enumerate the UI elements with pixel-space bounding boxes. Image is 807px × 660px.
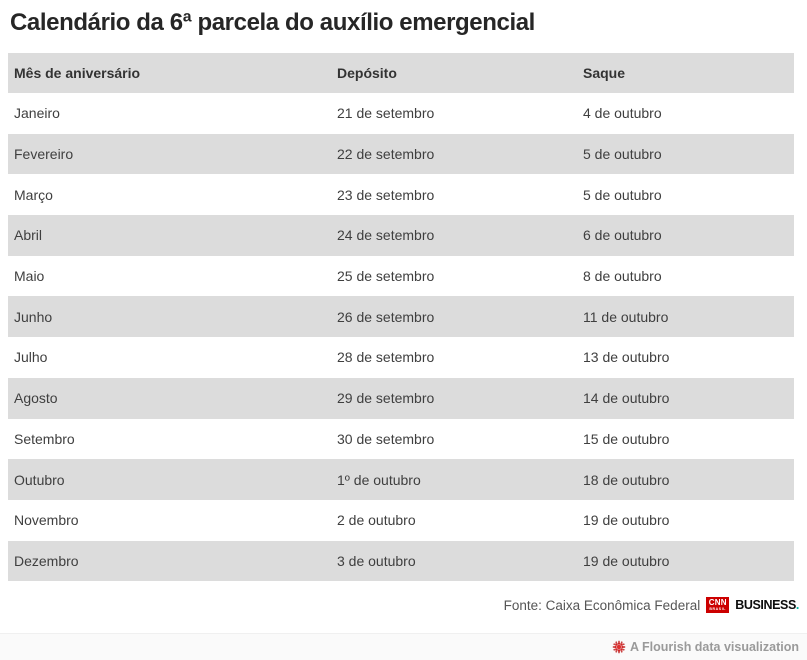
business-period: . (795, 598, 799, 613)
month-cell: Maio (14, 268, 45, 285)
withdrawal-cell: 11 de outubro (583, 308, 669, 325)
month-cell: Outubro (14, 471, 65, 488)
withdrawal-cell: 4 de outubro (583, 105, 662, 122)
table-row: Maio 25 de setembro 8 de outubro (8, 255, 794, 297)
withdrawal-cell: 6 de outubro (583, 227, 662, 244)
withdrawal-cell: 18 de outubro (583, 471, 670, 488)
month-cell: Agosto (14, 390, 58, 407)
flourish-attribution-link[interactable]: A Flourish data visualization (612, 640, 799, 654)
cnn-brasil-logo-icon: CNN BRASIL (706, 597, 730, 614)
table-row: Abril 24 de setembro 6 de outubro (8, 215, 794, 256)
flourish-pompom-icon (612, 640, 626, 654)
table-header-row: Mês de aniversário Depósito Saque (8, 53, 794, 93)
cnn-wordmark: CNN (708, 598, 727, 608)
month-cell: Fevereiro (14, 146, 74, 163)
month-cell: Março (14, 186, 53, 203)
month-cell: Novembro (14, 512, 79, 529)
withdrawal-cell: 8 de outubro (583, 268, 662, 285)
deposit-cell: 23 de setembro (337, 186, 435, 203)
cnn-business-wordmark: BUSINESS. (735, 598, 799, 612)
page-title: Calendário da 6ª parcela do auxílio emer… (10, 9, 535, 36)
deposit-cell: 24 de setembro (337, 227, 435, 244)
deposit-cell: 21 de setembro (337, 105, 435, 122)
table-row: Fevereiro 22 de setembro 5 de outubro (8, 133, 794, 175)
deposit-cell: 2 de outubro (337, 512, 416, 529)
deposit-cell: 28 de setembro (337, 349, 435, 366)
table-row: Agosto 29 de setembro 14 de outubro (8, 377, 794, 419)
table-row: Outubro 1º de outubro 18 de outubro (8, 459, 794, 500)
table-body: Janeiro 21 de setembro 4 de outubro Feverei… (8, 93, 794, 582)
withdrawal-cell: 19 de outubro (583, 552, 670, 569)
deposit-cell: 1º de outubro (337, 471, 421, 488)
source-line: Fonte: Caixa Econômica Federal CNN BRASI… (0, 597, 799, 614)
table-row: Dezembro 3 de outubro 19 de outubro (8, 540, 794, 582)
table-row: Julho 28 de setembro 13 de outubro (8, 337, 794, 378)
deposit-cell: 26 de setembro (337, 308, 435, 325)
table-row: Janeiro 21 de setembro 4 de outubro (8, 93, 794, 134)
deposit-cell: 22 de setembro (337, 146, 435, 163)
withdrawal-cell: 13 de outubro (583, 349, 670, 366)
table-row: Setembro 30 de setembro 15 de outubro (8, 418, 794, 460)
deposit-cell: 25 de setembro (337, 268, 435, 285)
withdrawal-cell: 14 de outubro (583, 390, 670, 407)
month-cell: Dezembro (14, 552, 79, 569)
month-cell: Junho (14, 308, 53, 325)
table-row: Novembro 2 de outubro 19 de outubro (8, 499, 794, 541)
deposit-cell: 29 de setembro (337, 390, 435, 407)
withdrawal-cell: 5 de outubro (583, 146, 662, 163)
brasil-wordmark: BRASIL (709, 607, 727, 612)
table-row: Março 23 de setembro 5 de outubro (8, 174, 794, 216)
deposit-cell: 30 de setembro (337, 430, 435, 447)
flourish-attribution-bar: A Flourish data visualization (0, 633, 807, 660)
column-header-month: Mês de aniversário (8, 53, 331, 93)
month-cell: Julho (14, 349, 48, 366)
business-text: BUSINESS (735, 598, 796, 613)
withdrawal-cell: 15 de outubro (583, 430, 670, 447)
withdrawal-cell: 19 de outubro (583, 512, 670, 529)
column-header-withdrawal: Saque (577, 53, 794, 93)
month-cell: Abril (14, 227, 43, 244)
table-row: Junho 26 de setembro 11 de outubro (8, 296, 794, 338)
source-text: Fonte: Caixa Econômica Federal (503, 597, 701, 613)
column-header-deposit: Depósito (331, 53, 577, 93)
month-cell: Janeiro (14, 105, 60, 122)
deposit-cell: 3 de outubro (337, 552, 416, 569)
withdrawal-cell: 5 de outubro (583, 186, 662, 203)
calendar-table: Mês de aniversário Depósito Saque Janeir… (8, 53, 794, 582)
month-cell: Setembro (14, 430, 75, 447)
flourish-attribution-text: A Flourish data visualization (629, 640, 799, 654)
